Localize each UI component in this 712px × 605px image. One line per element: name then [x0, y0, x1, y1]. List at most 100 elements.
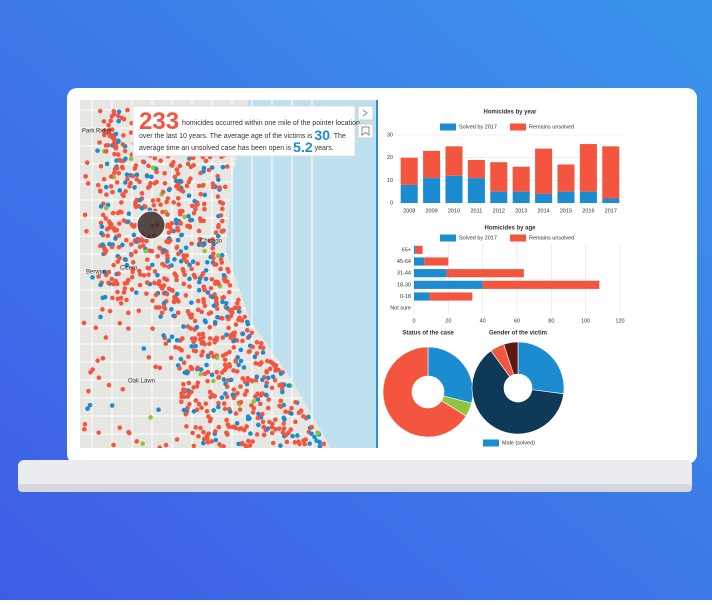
- incident-dot: [173, 178, 179, 184]
- incident-dot: [235, 390, 240, 396]
- incident-dot: [128, 130, 134, 135]
- incident-dot: [227, 308, 233, 314]
- incident-dot: [99, 231, 104, 236]
- incident-dot: [208, 310, 214, 315]
- incident-dot: [257, 362, 263, 367]
- incident-dot: [192, 198, 197, 204]
- incident-dot: [264, 392, 269, 398]
- incident-dot: [273, 417, 278, 422]
- incident-dot: [134, 197, 140, 203]
- incident-dot: [184, 424, 189, 429]
- incident-dot: [198, 425, 203, 431]
- incident-dot: [265, 375, 271, 381]
- incident-dot: [222, 357, 228, 363]
- incident-dot: [125, 107, 130, 113]
- incident-dot: [134, 172, 140, 178]
- bar: [414, 245, 416, 254]
- incident-dot: [182, 370, 188, 375]
- incident-dot: [260, 345, 266, 351]
- incident-dot: [215, 233, 221, 239]
- incident-dot: [178, 356, 184, 362]
- incident-dot: [179, 394, 184, 400]
- y-tick-label: 45-64: [397, 259, 411, 265]
- incident-dot: [137, 179, 142, 185]
- incident-dot: [236, 362, 241, 368]
- incident-dot: [240, 440, 245, 446]
- incident-dot: [99, 224, 105, 229]
- incident-dot: [175, 195, 181, 201]
- incident-dot: [224, 164, 230, 169]
- bookmark-button[interactable]: [357, 123, 374, 139]
- text: years.: [315, 145, 334, 152]
- incident-dot: [223, 184, 228, 190]
- incident-dot: [189, 266, 194, 272]
- pie-slice: [471, 350, 564, 435]
- incident-dot: [216, 177, 221, 183]
- incident-dot: [215, 314, 220, 320]
- incident-dot: [175, 237, 181, 243]
- incident-dot: [118, 301, 124, 306]
- bar: [445, 175, 463, 203]
- incident-dot: [237, 407, 243, 412]
- incident-dot: [146, 272, 151, 277]
- chart-title: Gender of the victim: [489, 331, 547, 337]
- incident-dot: [96, 274, 101, 279]
- incident-dot: [226, 325, 231, 331]
- incident-dot: [126, 310, 131, 316]
- incident-dot: [190, 430, 195, 436]
- incident-dot: [96, 375, 102, 381]
- incident-dot: [114, 227, 120, 233]
- incident-dot: [152, 269, 158, 274]
- incident-dot: [186, 179, 192, 185]
- incident-dot: [228, 313, 234, 319]
- y-tick-label: 10: [387, 178, 393, 184]
- incident-dot: [238, 347, 244, 353]
- incident-dot: [86, 388, 91, 394]
- incident-dot: [231, 345, 237, 350]
- incident-dot: [189, 344, 195, 349]
- incident-dot: [224, 384, 230, 390]
- incident-dot: [219, 252, 225, 258]
- incident-dot: [116, 109, 122, 115]
- incident-dot: [186, 193, 192, 198]
- incident-dot: [123, 156, 128, 162]
- incident-dot: [216, 374, 222, 380]
- incident-dot: [128, 242, 134, 247]
- incident-dot: [170, 163, 175, 168]
- incident-dot: [122, 148, 128, 154]
- incident-dot: [107, 308, 113, 314]
- pointer[interactable]: [136, 210, 166, 240]
- incident-dot: [129, 274, 135, 280]
- bar: [467, 159, 485, 179]
- incident-dot: [100, 307, 105, 312]
- incident-dot: [122, 281, 128, 286]
- chart-title: Status of the case: [402, 331, 454, 337]
- incident-dot: [201, 218, 206, 224]
- incident-dot: [111, 135, 117, 141]
- incident-dot: [169, 334, 175, 340]
- incident-dot: [301, 413, 306, 419]
- incident-dot: [158, 314, 163, 319]
- incident-dot: [212, 429, 218, 434]
- incident-dot: [132, 166, 138, 171]
- incident-dot: [235, 306, 241, 311]
- incident-dot: [103, 143, 109, 148]
- incident-dot: [111, 442, 116, 448]
- incident-dot: [211, 241, 216, 247]
- incident-dot: [245, 375, 251, 381]
- incident-dot: [153, 305, 159, 310]
- map-label: Chicago: [200, 239, 223, 245]
- incident-dot: [160, 189, 166, 195]
- x-tick-label: 2013: [515, 208, 527, 214]
- y-tick-label: 31-44: [397, 271, 411, 277]
- incident-dot: [210, 184, 216, 190]
- incident-dot: [238, 384, 243, 389]
- incident-dot: [241, 365, 247, 370]
- legend-label: Remains unsolved: [529, 235, 574, 241]
- incident-dot: [244, 327, 250, 333]
- incident-dot: [101, 119, 107, 124]
- share-button[interactable]: [357, 105, 374, 121]
- incident-dot: [164, 239, 169, 244]
- incident-dot: [244, 424, 249, 429]
- info-box: [132, 105, 356, 157]
